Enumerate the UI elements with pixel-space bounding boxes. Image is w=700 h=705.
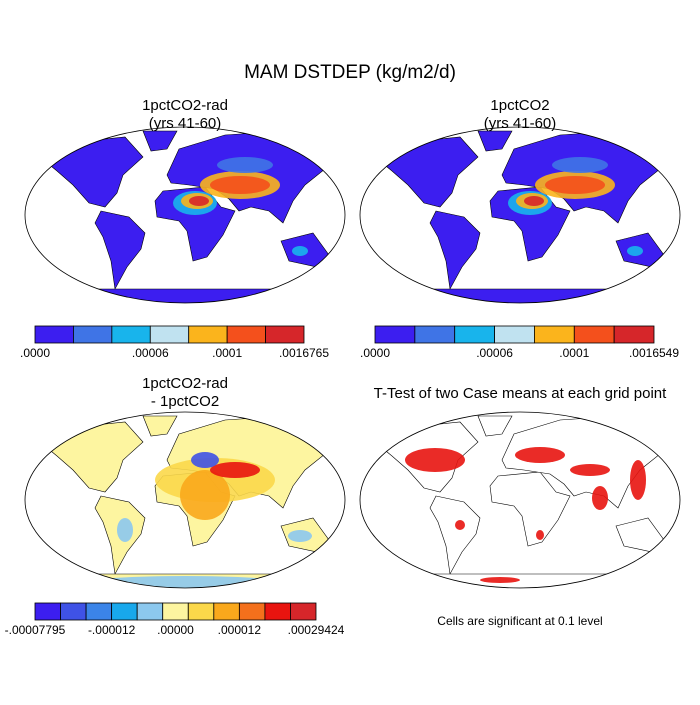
panel-title: (yrs 41-60) [484,115,557,132]
panel-title: 1pctCO2-rad [142,375,228,392]
colorbar-box [414,325,456,344]
colorbar-box [534,325,575,344]
colorbar-box [111,325,151,344]
colorbar-label: .000012 [218,623,262,637]
field-patch [552,157,608,173]
panel-title: 1pctCO2 [490,97,549,114]
colorbar-box [454,325,495,344]
map [39,130,334,303]
field-patch [292,246,308,256]
colorbar-box [264,602,291,621]
colorbar-label: .00000 [157,623,194,637]
field-patch [191,452,219,468]
colorbar-label: -.000012 [88,623,136,637]
colorbar-box [111,602,138,621]
colorbar-label: .0000 [360,346,390,360]
map-border [359,126,681,304]
field-patch [210,462,260,478]
map [39,415,334,588]
field-patch [405,448,465,472]
field-patch [630,460,646,500]
map [374,130,669,303]
field-patch [627,246,643,256]
colorbar-box [73,325,113,344]
colorbar-box [188,325,228,344]
colorbar-box [60,602,87,621]
colorbar-label: .0001 [559,346,589,360]
land [39,130,334,303]
colorbar-box [265,325,305,344]
field-patch [210,176,270,194]
panel-title: T-Test of two Case means at each grid po… [374,385,667,402]
figure-title: MAM DSTDEP (kg/m2/d) [244,62,456,83]
field-patch [536,530,544,540]
field-patch [180,470,230,520]
colorbar-label: .0001 [212,346,242,360]
field-patch [524,196,544,206]
note: Cells are significant at 0.1 level [437,614,602,628]
field-patch [189,196,209,206]
panel: 1pctCO2(yrs 41-60) .0000 .00006 .0001 .00165… [359,97,681,360]
colorbar-box [226,325,266,344]
panel: 1pctCO2-rad- 1pctCO2 -.00007795 -.000012 .0… [5,375,346,637]
field-patch [545,176,605,194]
colorbar-box [494,325,535,344]
colorbar-label: .0016549 [629,346,679,360]
panel: T-Test of two Case means at each grid po… [359,385,681,628]
colorbar-box [34,602,61,621]
colorbar-box [85,602,113,621]
colorbar-box [374,325,416,344]
land [374,130,669,303]
field-patch [480,577,520,583]
colorbar-box [34,325,74,344]
colorbar-label: .00029424 [288,623,345,637]
colorbar-label: .0000 [20,346,50,360]
colorbar-box [213,602,240,621]
panel: 1pctCO2-rad(yrs 41-60) .0000 .00006 .0001 .0… [20,97,346,360]
colorbar-box [149,325,190,344]
colorbar-label: .00006 [476,346,513,360]
field-patch [515,447,565,463]
field-patch [288,530,312,542]
panel-title: - 1pctCO2 [151,393,219,410]
colorbar-label: -.00007795 [5,623,66,637]
map-border [24,411,346,589]
map-border [24,126,346,304]
field-patch [592,486,608,510]
field-patch [117,518,133,542]
field-patch [570,464,610,476]
field-patch [455,520,465,530]
colorbar-box [136,602,164,621]
map [374,415,669,588]
colorbar-box [290,602,317,621]
colorbar-label: .0016765 [279,346,329,360]
colorbar-box [613,325,655,344]
colorbar-box [238,602,266,621]
panel-title: 1pctCO2-rad [142,97,228,114]
colorbar-box [162,602,189,621]
land [374,415,669,588]
colorbar-label: .00006 [132,346,169,360]
field-patch [217,157,273,173]
maps: 1pctCO2-rad(yrs 41-60).0000.00006.0001.0… [5,97,681,637]
map-border [359,411,681,589]
colorbar-box [187,602,215,621]
colorbar-box [573,325,615,344]
panel-title: (yrs 41-60) [149,115,222,132]
field-patch [90,576,280,588]
